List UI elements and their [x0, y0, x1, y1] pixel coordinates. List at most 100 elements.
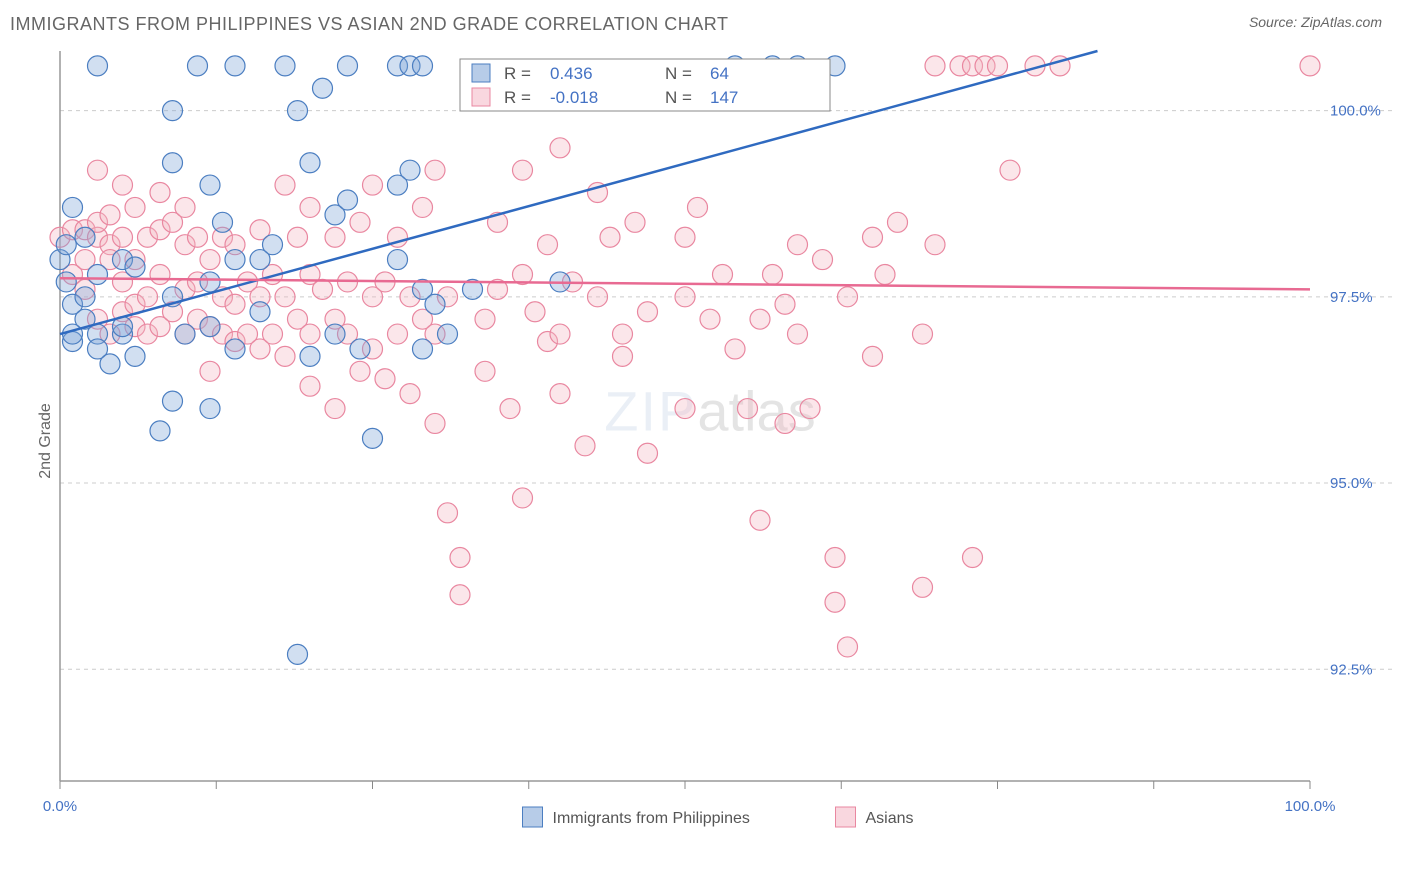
scatter-point: [825, 548, 845, 568]
y-tick-label: 100.0%: [1330, 103, 1381, 120]
y-axis-label: 2nd Grade: [37, 403, 55, 479]
scatter-point: [500, 399, 520, 419]
scatter-point: [213, 212, 233, 232]
legend-r-value: -0.018: [550, 88, 598, 107]
legend-n-label: N =: [665, 64, 692, 83]
source-attribution: Source: ZipAtlas.com: [1249, 14, 1382, 30]
scatter-point: [88, 160, 108, 180]
scatter-point: [350, 212, 370, 232]
scatter-point: [913, 577, 933, 597]
legend-n-value: 64: [710, 64, 729, 83]
scatter-point: [300, 346, 320, 366]
scatter-point: [113, 227, 133, 247]
legend-r-label: R =: [504, 88, 531, 107]
scatter-point: [638, 443, 658, 463]
scatter-point: [825, 592, 845, 612]
scatter-point: [200, 361, 220, 381]
scatter-point: [963, 548, 983, 568]
scatter-point: [163, 391, 183, 411]
x-tick-label: 100.0%: [1285, 798, 1336, 815]
scatter-point: [325, 324, 345, 344]
scatter-point: [675, 287, 695, 307]
scatter-point: [425, 160, 445, 180]
scatter-point: [700, 309, 720, 329]
scatter-point: [675, 227, 695, 247]
scatter-point: [175, 324, 195, 344]
scatter-point: [925, 56, 945, 76]
scatter-point: [750, 309, 770, 329]
scatter-point: [775, 294, 795, 314]
scatter-point: [300, 197, 320, 217]
scatter-point: [325, 227, 345, 247]
scatter-point: [675, 399, 695, 419]
x-tick-label: 0.0%: [43, 798, 77, 815]
scatter-point: [450, 548, 470, 568]
scatter-point: [56, 235, 76, 255]
scatter-point: [163, 153, 183, 173]
bottom-legend-label: Immigrants from Philippines: [553, 810, 750, 827]
scatter-point: [200, 272, 220, 292]
scatter-point: [538, 235, 558, 255]
scatter-point: [313, 78, 333, 98]
scatter-point: [125, 257, 145, 277]
scatter-point: [263, 235, 283, 255]
scatter-point: [763, 264, 783, 284]
scatter-point: [400, 384, 420, 404]
scatter-point: [600, 227, 620, 247]
scatter-point: [225, 294, 245, 314]
scatter-point: [300, 376, 320, 396]
scatter-point: [288, 644, 308, 664]
scatter-point: [88, 56, 108, 76]
scatter-point: [75, 227, 95, 247]
scatter-point: [163, 101, 183, 121]
scatter-point: [313, 279, 333, 299]
scatter-point: [325, 399, 345, 419]
scatter-point: [775, 413, 795, 433]
legend-r-label: R =: [504, 64, 531, 83]
source-name: ZipAtlas.com: [1301, 14, 1382, 30]
scatter-point: [613, 346, 633, 366]
scatter-point: [475, 309, 495, 329]
scatter-point: [100, 354, 120, 374]
scatter-point: [125, 346, 145, 366]
scatter-point: [838, 287, 858, 307]
scatter-point: [988, 56, 1008, 76]
scatter-point: [863, 346, 883, 366]
bottom-legend-swatch: [523, 807, 543, 827]
bottom-legend-swatch: [836, 807, 856, 827]
y-tick-label: 92.5%: [1330, 661, 1373, 678]
scatter-point: [275, 56, 295, 76]
scatter-point: [550, 384, 570, 404]
scatter-point: [625, 212, 645, 232]
scatter-point: [338, 56, 358, 76]
scatter-point: [638, 302, 658, 322]
scatter-point: [388, 324, 408, 344]
scatter-point: [788, 235, 808, 255]
scatter-point: [250, 302, 270, 322]
y-tick-label: 97.5%: [1330, 289, 1373, 306]
scatter-point: [288, 101, 308, 121]
scatter-point: [188, 56, 208, 76]
scatter-point: [1000, 160, 1020, 180]
scatter-point: [413, 197, 433, 217]
scatter-point: [350, 361, 370, 381]
scatter-point: [125, 197, 145, 217]
scatter-point: [550, 324, 570, 344]
scatter-point: [925, 235, 945, 255]
scatter-point: [200, 175, 220, 195]
scatter-point: [288, 227, 308, 247]
scatter-point: [913, 324, 933, 344]
scatter-point: [725, 339, 745, 359]
scatter-point: [200, 399, 220, 419]
scatter-point: [875, 264, 895, 284]
scatter-point: [550, 138, 570, 158]
scatter-point: [88, 264, 108, 284]
bottom-legend-label: Asians: [866, 810, 914, 827]
scatter-point: [75, 287, 95, 307]
scatter-point: [363, 428, 383, 448]
scatter-point: [588, 287, 608, 307]
scatter-point: [450, 585, 470, 605]
scatter-point: [150, 264, 170, 284]
scatter-point: [863, 227, 883, 247]
scatter-point: [738, 399, 758, 419]
